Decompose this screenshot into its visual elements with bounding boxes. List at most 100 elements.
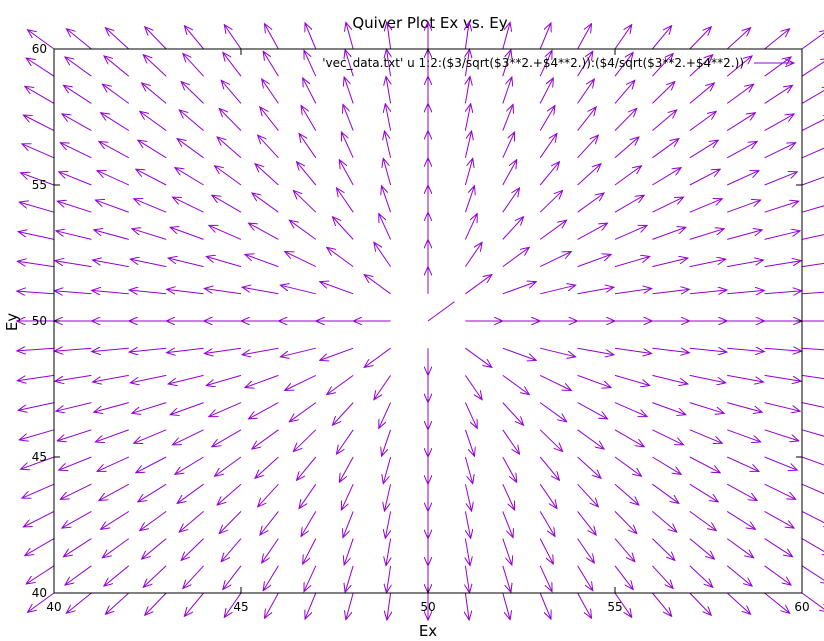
- vector-arrow: [464, 484, 471, 511]
- vector-arrow: [539, 220, 566, 240]
- vector-arrow: [764, 143, 796, 159]
- vector-arrow: [387, 22, 391, 50]
- vector-arrow: [502, 429, 520, 454]
- y-tick-label: 60: [32, 42, 47, 56]
- vector-arrow: [138, 483, 167, 502]
- vector-arrow: [304, 50, 317, 77]
- vector-arrow: [577, 24, 592, 50]
- vector-arrow: [464, 456, 472, 484]
- vector-arrow: [539, 374, 571, 390]
- vector-arrow: [344, 77, 354, 104]
- vector-arrow: [258, 483, 279, 507]
- vector-arrow: [801, 429, 824, 437]
- vector-arrow: [344, 538, 354, 565]
- vector-arrow: [539, 511, 555, 536]
- vector-arrow: [221, 80, 242, 104]
- vector-arrow: [65, 565, 92, 585]
- vector-arrow: [801, 86, 824, 104]
- vector-arrow: [614, 166, 641, 186]
- vector-arrow: [379, 214, 392, 240]
- vector-arrow: [341, 483, 354, 510]
- vector-arrow: [726, 538, 753, 558]
- y-axis-label: Ey: [3, 313, 21, 331]
- vector-arrow: [168, 374, 204, 384]
- vector-arrow: [539, 456, 559, 480]
- vector-arrow: [764, 565, 791, 585]
- vector-arrow: [464, 158, 472, 186]
- vector-arrow: [689, 259, 726, 268]
- vector-arrow: [577, 565, 593, 591]
- vector-arrow: [577, 51, 593, 77]
- vector-arrow: [172, 197, 204, 213]
- vector-arrow: [652, 26, 671, 50]
- vector-arrow: [727, 260, 763, 268]
- vector-arrow: [56, 231, 92, 240]
- vector-arrow: [727, 348, 764, 351]
- vector-arrow: [652, 289, 689, 293]
- vector-arrow: [652, 429, 683, 445]
- vector-arrow: [614, 374, 650, 385]
- vector-arrow: [727, 374, 763, 382]
- vector-arrow: [289, 220, 317, 240]
- vector-field: [17, 22, 824, 620]
- vector-arrow: [23, 115, 55, 132]
- vector-arrow: [764, 29, 790, 50]
- vector-arrow: [242, 287, 279, 295]
- vector-arrow: [764, 261, 802, 268]
- vector-arrow: [101, 510, 130, 529]
- vector-arrow: [539, 252, 571, 268]
- vector-arrow: [726, 510, 755, 529]
- vector-arrow: [303, 538, 317, 564]
- vector-arrow: [293, 429, 317, 452]
- vector-arrow: [19, 202, 55, 213]
- vector-arrow: [62, 510, 92, 528]
- vector-arrow: [652, 348, 689, 352]
- vector-arrow: [184, 592, 204, 616]
- vector-arrow: [689, 55, 713, 77]
- vector-arrow: [464, 242, 482, 267]
- vector-arrow: [26, 58, 55, 77]
- vector-arrow: [801, 115, 824, 132]
- vector-arrow: [689, 483, 718, 502]
- vector-arrow: [57, 201, 92, 213]
- vector-arrow: [727, 200, 760, 213]
- vector-arrow: [726, 592, 750, 614]
- vector-arrow: [689, 592, 711, 615]
- vector-arrow: [577, 374, 611, 387]
- vector-arrow: [143, 55, 167, 77]
- x-tick-label: 40: [46, 600, 61, 614]
- vector-arrow: [172, 429, 204, 445]
- vector-arrow: [18, 402, 55, 411]
- vector-arrow: [223, 52, 242, 77]
- y-tick-label: 40: [32, 586, 47, 600]
- vector-arrow: [689, 83, 715, 104]
- vector-arrow: [502, 22, 510, 50]
- vector-arrow: [689, 111, 716, 132]
- vector-arrow: [252, 193, 279, 213]
- vector-arrow: [502, 77, 512, 104]
- vector-arrow: [726, 456, 759, 471]
- vector-arrow: [170, 402, 204, 415]
- vector-arrow: [327, 247, 354, 268]
- vector-arrow: [689, 229, 724, 240]
- vector-arrow: [179, 511, 204, 532]
- vector-arrow: [689, 199, 722, 213]
- vector-arrow: [242, 347, 279, 355]
- vector-arrow: [801, 205, 824, 213]
- vector-arrow: [339, 160, 354, 186]
- vector-arrow: [132, 402, 167, 414]
- vector-arrow: [464, 429, 474, 456]
- vector-arrow: [59, 172, 92, 186]
- vector-arrow: [345, 50, 354, 77]
- vector-arrow: [299, 133, 317, 159]
- y-tick-label: 45: [32, 450, 47, 464]
- vector-arrow: [614, 538, 635, 562]
- vector-arrow: [92, 290, 129, 293]
- vector-arrow: [614, 483, 639, 505]
- y-tick-label: 55: [32, 178, 47, 192]
- vector-arrow: [305, 592, 317, 619]
- vector-arrow: [285, 374, 317, 390]
- vector-arrow: [99, 483, 130, 500]
- vector-arrow: [28, 30, 55, 50]
